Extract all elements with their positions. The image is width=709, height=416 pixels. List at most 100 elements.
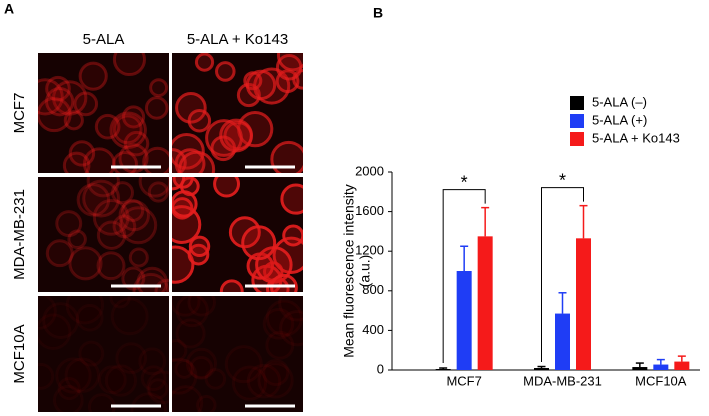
cell: [112, 53, 147, 77]
cell: [241, 225, 277, 261]
cell: [119, 206, 158, 245]
cell: [45, 239, 74, 268]
cell: [215, 61, 236, 82]
y-tick-label: 1600: [355, 203, 384, 218]
cell: [68, 140, 96, 167]
cell: [104, 364, 138, 397]
cell: [187, 296, 217, 317]
cell: [270, 140, 303, 173]
bar: [456, 271, 472, 370]
cell: [121, 198, 145, 222]
cell: [78, 61, 108, 91]
cell: [146, 370, 169, 405]
cell: [130, 392, 168, 412]
cell: [172, 385, 204, 412]
legend-swatch: [570, 114, 584, 128]
cell: [246, 363, 282, 399]
cell: [75, 303, 104, 332]
cells: [172, 296, 303, 412]
cell: [196, 394, 217, 412]
cell: [38, 313, 72, 350]
y-tick-label: 800: [362, 282, 384, 297]
micrograph: [172, 296, 303, 412]
cell: [262, 358, 290, 387]
image-bg: [38, 177, 169, 292]
cell: [38, 296, 57, 330]
cell: [172, 190, 198, 218]
cell: [187, 109, 212, 133]
cell: [63, 110, 84, 131]
cell: [121, 266, 146, 291]
cells: [38, 53, 169, 173]
cell: [231, 365, 268, 401]
row-label: MCF10A: [11, 324, 28, 383]
cell: [118, 199, 150, 232]
cell: [224, 345, 263, 384]
cell: [123, 130, 150, 157]
y-tick-label: 400: [362, 322, 384, 337]
legend-label: 5-ALA + Ko143: [592, 130, 680, 145]
cell: [172, 339, 188, 362]
bar: [576, 238, 591, 370]
y-tick-label: 1200: [355, 243, 384, 258]
cell: [97, 365, 127, 395]
cell: [265, 330, 295, 360]
bar: [674, 361, 690, 370]
legend-swatch: [570, 132, 584, 146]
cell: [115, 342, 148, 375]
cell: [219, 118, 254, 153]
cell: [82, 147, 116, 173]
cell: [109, 111, 147, 149]
cell: [219, 279, 244, 292]
cell: [45, 87, 75, 117]
cell: [92, 199, 130, 236]
cell: [262, 307, 295, 340]
cell: [257, 362, 294, 399]
row-label: MCF7: [11, 93, 28, 134]
micrograph: [38, 177, 169, 292]
y-tick-label: 2000: [355, 163, 384, 178]
cell: [144, 96, 169, 120]
cell: [67, 229, 87, 250]
cell: [279, 309, 303, 347]
cells: [172, 53, 303, 173]
panel-label: A: [4, 1, 14, 17]
cell: [147, 378, 169, 400]
cell: [121, 105, 146, 129]
cell: [172, 177, 186, 191]
x-tick-label: MCF10A: [635, 373, 687, 388]
cell: [265, 299, 303, 337]
cells: [45, 177, 169, 292]
cell: [172, 296, 201, 317]
cell: [194, 53, 215, 72]
cell: [138, 347, 167, 376]
cell: [86, 177, 120, 198]
cell: [65, 296, 105, 325]
cell: [128, 247, 149, 268]
bar: [435, 369, 451, 370]
cell: [52, 384, 84, 412]
cell: [118, 143, 149, 173]
legend-label: 5-ALA (+): [592, 112, 647, 127]
cell: [64, 357, 100, 393]
cell: [112, 214, 137, 239]
cell: [73, 91, 99, 117]
cell: [172, 148, 187, 173]
cell: [210, 135, 237, 162]
bar: [534, 368, 549, 370]
bar: [632, 367, 648, 370]
cell: [140, 365, 167, 392]
cell: [96, 251, 126, 281]
cell: [189, 355, 214, 380]
y-axis-label: Mean fluorescence intensity: [341, 184, 357, 358]
cell: [52, 80, 88, 116]
cell: [78, 340, 105, 367]
significance-label: *: [559, 170, 566, 190]
micrographs: 5-ALA 5-ALA + Ko143 MCF7 MDA-MB-231 MCF10A: [11, 31, 303, 412]
y-tick-label: 0: [377, 361, 384, 376]
cell: [149, 78, 169, 98]
cell: [55, 210, 83, 238]
cell: [96, 220, 127, 250]
bar: [653, 364, 669, 370]
image-bg: [38, 53, 169, 173]
